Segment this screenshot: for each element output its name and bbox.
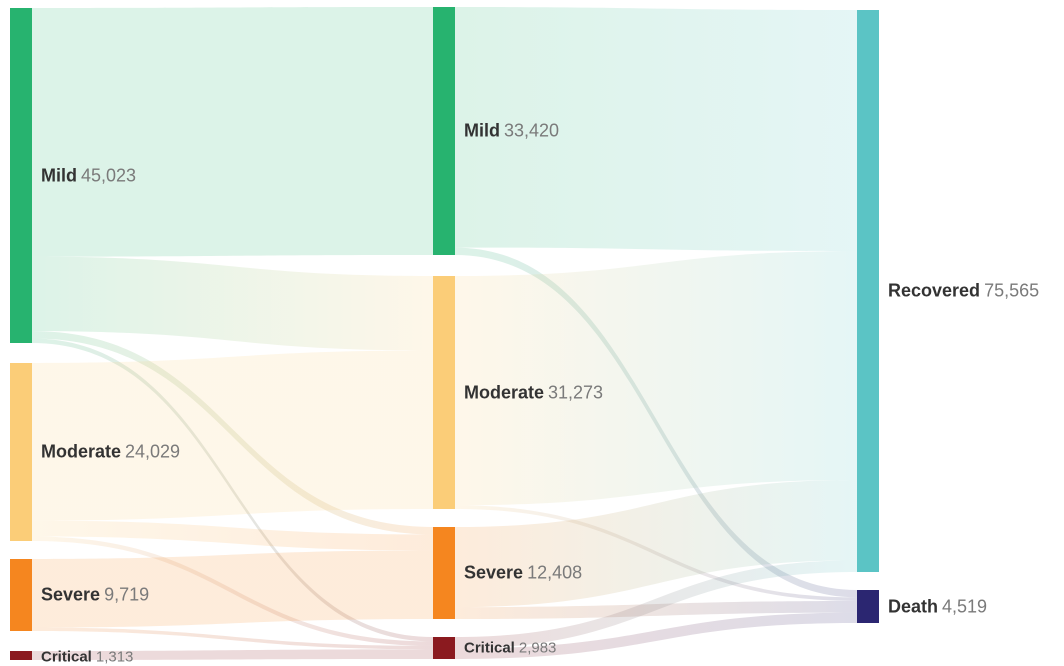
label-stage2-critical: Critical 2,983 [464, 640, 556, 657]
node-s1-mild [433, 7, 455, 255]
label-name: Death [888, 596, 939, 616]
flow-s0-severe-to-s1-critical [32, 627, 433, 650]
label-value: 4,519 [942, 596, 988, 616]
node-s0-severe [10, 559, 32, 631]
flow-s1-critical-to-s2-death [455, 612, 857, 659]
flow-s1-critical-to-s2-recovered [455, 560, 857, 649]
label-value: 9,719 [104, 584, 150, 605]
node-s0-critical [10, 651, 32, 660]
label-value: 31,273 [548, 382, 604, 402]
label-value: 75,565 [984, 280, 1040, 301]
flow-s1-moderate-to-s2-recovered [455, 251, 857, 506]
label-name: Severe [41, 584, 101, 605]
label-value: 12,408 [527, 562, 583, 583]
label-stage2-moderate: Moderate 31,273 [464, 382, 603, 403]
links-layer [32, 7, 857, 660]
flow-s0-mild-to-s1-mild [32, 7, 433, 257]
label-name: Mild [41, 165, 77, 185]
node-s0-moderate [10, 363, 32, 541]
node-s1-critical [433, 637, 455, 659]
label-value: 45,023 [81, 165, 137, 185]
label-outcome-recovered: Recovered 75,565 [888, 281, 1039, 302]
label-value: 24,029 [125, 441, 181, 462]
label-value: 2,983 [518, 639, 557, 657]
label-stage1-severe: Severe 9,719 [41, 585, 149, 606]
label-name: Moderate [464, 382, 545, 402]
label-stage2-severe: Severe 12,408 [464, 563, 582, 584]
flow-s1-mild-to-s2-recovered [455, 7, 857, 252]
label-name: Critical [41, 648, 92, 666]
label-name: Critical [464, 639, 515, 657]
node-s2-death [857, 590, 879, 623]
label-value: 1,313 [95, 648, 134, 666]
flow-s0-severe-to-s1-severe [32, 550, 433, 628]
label-stage1-mild: Mild 45,023 [41, 165, 136, 186]
node-s2-recovered [857, 10, 879, 572]
label-name: Severe [464, 562, 524, 583]
flow-s1-severe-to-s2-recovered [455, 479, 857, 608]
label-stage1-critical: Critical 1,313 [41, 649, 133, 666]
flow-s0-critical-to-s1-critical [32, 649, 433, 660]
label-stage1-moderate: Moderate 24,029 [41, 442, 180, 463]
label-name: Moderate [41, 441, 122, 462]
label-value: 33,420 [504, 120, 560, 141]
node-s0-mild [10, 8, 32, 343]
label-name: Mild [464, 120, 500, 141]
nodes-layer [10, 7, 879, 660]
node-s1-moderate [433, 276, 455, 509]
flow-s0-mild-to-s1-moderate [32, 256, 433, 351]
label-name: Recovered [888, 280, 981, 301]
flow-s0-moderate-to-s1-moderate [32, 350, 433, 521]
flow-s0-moderate-to-s1-severe [32, 520, 433, 551]
label-stage2-mild: Mild 33,420 [464, 121, 559, 142]
label-outcome-death: Death 4,519 [888, 596, 987, 617]
node-s1-severe [433, 527, 455, 619]
